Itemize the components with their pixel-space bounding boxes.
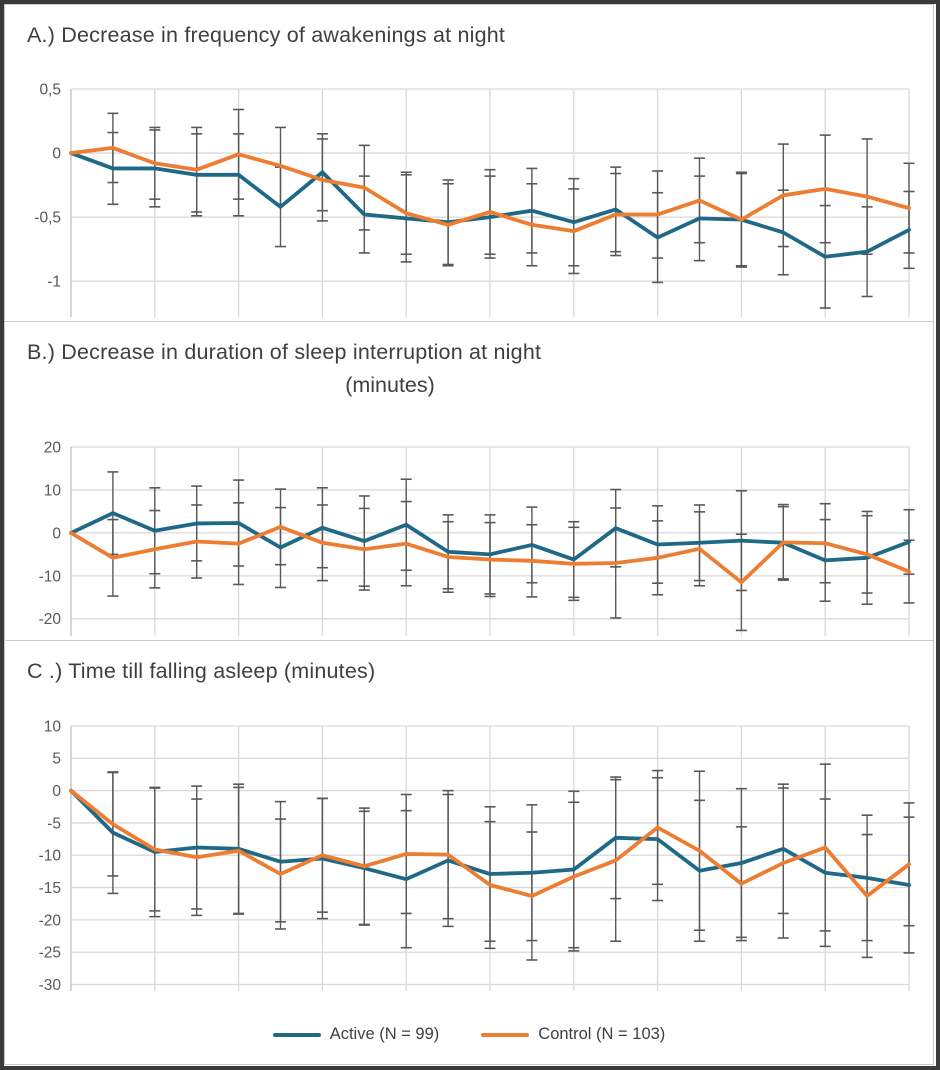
svg-text:10: 10 <box>44 718 62 735</box>
svg-text:-5: -5 <box>47 815 61 832</box>
panel-chart-c: 10 5 0 -5 -10 -15 -20 -25 -30 C .) Time till fal… <box>4 640 934 1065</box>
chart-a-title: A.) Decrease in frequency of awakenings … <box>27 23 506 47</box>
chart-legend: Active (N = 99) Control (N = 103) <box>5 1025 933 1044</box>
svg-text:-20: -20 <box>39 611 62 628</box>
chart-a-canvas: 0,5 0 -0,5 -1 <box>34 81 915 317</box>
svg-text:10: 10 <box>44 482 62 499</box>
legend-item-control: Control (N = 103) <box>481 1025 665 1044</box>
svg-text:0: 0 <box>52 145 61 162</box>
svg-text:-10: -10 <box>39 848 62 865</box>
active-line-swatch <box>272 1032 321 1037</box>
chart-b-title-line2: (minutes) <box>345 373 435 397</box>
chart-b-canvas: 20 10 0 -10 -20 <box>39 439 915 636</box>
chart-b-title: B.) Decrease in duration of sleep interr… <box>27 340 542 364</box>
control-line-swatch <box>481 1032 530 1037</box>
legend-label-control: Control (N = 103) <box>538 1025 666 1043</box>
panel-chart-b: 20 10 0 -10 -20 B.) Decrease in duration of … <box>4 321 934 641</box>
svg-text:0: 0 <box>52 525 61 542</box>
svg-text:0: 0 <box>52 783 61 800</box>
svg-text:-0,5: -0,5 <box>34 210 61 227</box>
chart-c-title: C .) Time till falling asleep (minutes) <box>27 659 376 683</box>
svg-text:-1: -1 <box>47 274 61 291</box>
svg-text:-25: -25 <box>39 945 61 962</box>
svg-text:-15: -15 <box>39 880 61 897</box>
panel-chart-a: 0,5 0 -0,5 -1 A.) Decrease in frequency of … <box>4 4 934 322</box>
svg-text:5: 5 <box>52 751 61 768</box>
legend-label-active: Active (N = 99) <box>329 1025 440 1043</box>
svg-text:-20: -20 <box>39 912 62 929</box>
svg-text:-30: -30 <box>39 977 62 994</box>
chart-c-canvas: 10 5 0 -5 -10 -15 -20 -25 -30 <box>39 718 915 994</box>
svg-text:0,5: 0,5 <box>39 81 61 98</box>
svg-text:20: 20 <box>44 439 62 456</box>
svg-text:-10: -10 <box>39 568 62 585</box>
legend-item-active: Active (N = 99) <box>272 1025 440 1044</box>
